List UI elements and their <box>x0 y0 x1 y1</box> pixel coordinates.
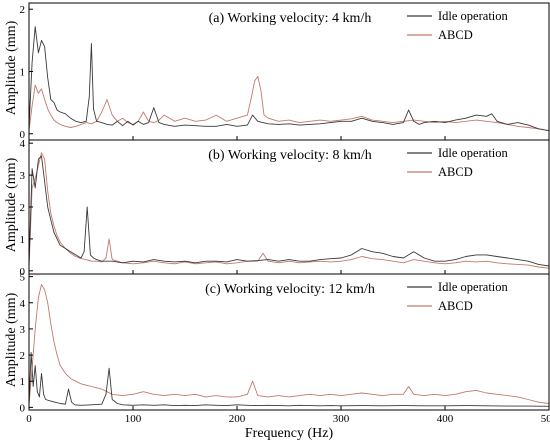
y-tick-label: 2 <box>20 202 26 214</box>
series-line-idle-operation <box>28 26 550 132</box>
chart-panel-1: 0 1 2 (a) Working velocity: 4 km/h Idle oper… <box>20 2 550 141</box>
legend-label: Idle operation <box>438 146 509 160</box>
y-tick-label: 0 <box>20 266 26 278</box>
y-tick-label: 2 <box>20 4 26 16</box>
legend-label: ABCD <box>438 299 473 313</box>
y-axis-title: Amplitude (mm) <box>4 292 19 387</box>
x-tick-label: 300 <box>333 413 350 425</box>
y-tick-label: 1 <box>20 376 26 388</box>
y-tick-label: 4 <box>20 138 26 150</box>
y-tick-label: 0 <box>20 129 26 141</box>
y-axis-title: Amplitude (mm) <box>4 157 19 252</box>
legend-label: ABCD <box>438 28 473 42</box>
legend-label: ABCD <box>438 165 473 179</box>
panel-title: (c) Working velocity: 12 km/h <box>205 282 375 297</box>
y-tick-label: 3 <box>20 170 26 182</box>
x-tick-label: 400 <box>437 413 454 425</box>
plot-frame <box>28 273 550 411</box>
legend-label: Idle operation <box>438 9 509 23</box>
y-tick-label: 1 <box>20 234 26 246</box>
y-tick-label: 3 <box>20 324 26 336</box>
series-line-abcd <box>28 284 550 405</box>
chart-panel-2: 0 1 2 3 4 (b) Working velocity: 8 km/h Idle op… <box>20 138 550 278</box>
series-line-idle-operation <box>28 352 550 407</box>
series-line-abcd <box>28 152 550 269</box>
panel-title: (a) Working velocity: 4 km/h <box>209 11 372 26</box>
y-tick-label: 0 <box>20 402 26 414</box>
panel-title: (b) Working velocity: 8 km/h <box>208 148 371 163</box>
x-axis-title: Frequency (Hz) <box>245 426 334 441</box>
legend-label: Idle operation <box>438 280 509 294</box>
y-tick-label: 4 <box>20 298 26 310</box>
y-tick-label: 2 <box>20 350 26 362</box>
x-tick-label: 0 <box>26 413 32 425</box>
series-line-idle-operation <box>28 155 550 267</box>
x-tick-label: 100 <box>125 413 142 425</box>
y-tick-label: 5 <box>20 272 26 284</box>
series-line-abcd <box>28 76 550 132</box>
x-tick-label: 500 <box>541 413 550 425</box>
y-axis-title: Amplitude (mm) <box>4 20 19 115</box>
y-tick-label: 1 <box>20 67 26 79</box>
x-tick-label: 200 <box>229 413 246 425</box>
chart-panel-3: 0 1 2 3 4 5 0 100 200 300 400 500 (c) Working veloci… <box>20 272 550 425</box>
